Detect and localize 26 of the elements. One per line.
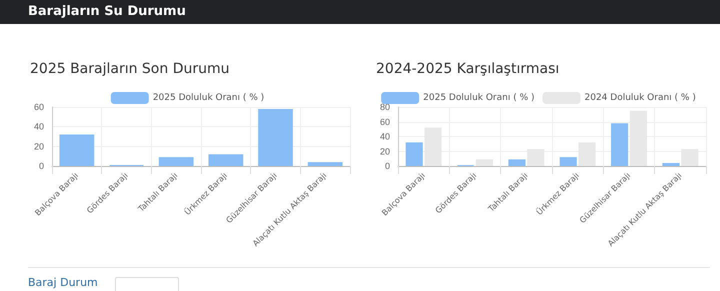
bar [59, 134, 94, 166]
chart-title: 2024-2025 Karşılaştırması [376, 61, 560, 77]
y-tick-label: 60 [380, 116, 390, 127]
bar [560, 157, 577, 166]
y-tick-label: 20 [380, 146, 390, 156]
y-tick-label: 0 [384, 161, 390, 171]
bar [406, 142, 423, 166]
bar [158, 157, 194, 166]
text: Barajların Su Durumu [0, 0, 720, 24]
bar [508, 159, 526, 166]
y-tick-label: 40 [34, 122, 44, 132]
legend-label: 2025 Doluluk Oranı ( % ) [152, 93, 264, 103]
text: Baraj Durum [28, 276, 98, 289]
y-tick-label: 80 [380, 102, 390, 112]
bar [308, 162, 343, 166]
legend-label: 2025 Doluluk Oranı ( % ) [423, 93, 535, 103]
y-tick-label: 20 [34, 141, 44, 152]
y-tick-label: 60 [34, 102, 44, 112]
legend-label: 2024 Doluluk Oranı ( % ) [584, 93, 696, 103]
bar [258, 108, 293, 166]
bar [476, 159, 493, 166]
bar [611, 123, 628, 166]
bar [208, 154, 244, 166]
y-tick-label: 40 [380, 132, 390, 142]
y-tick-label: 0 [38, 161, 44, 171]
chart-title: 2025 Barajların Son Durumu [30, 61, 230, 77]
